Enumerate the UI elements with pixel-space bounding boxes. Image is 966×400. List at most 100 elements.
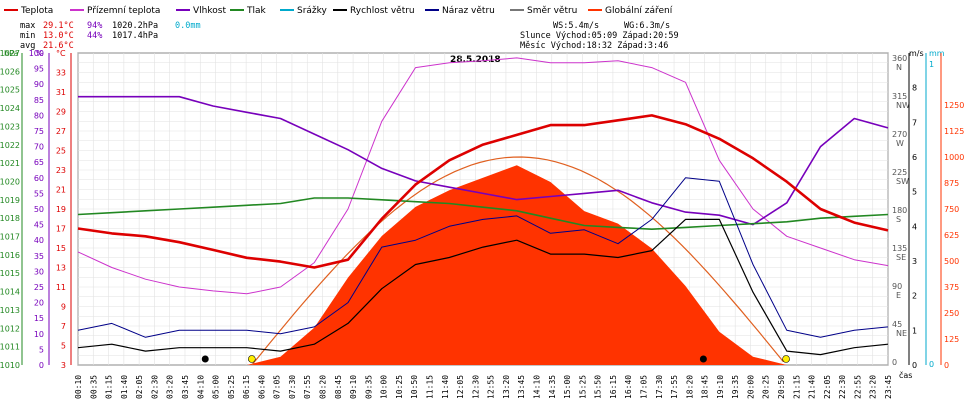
percent-tick: 65 bbox=[34, 158, 44, 167]
x-tick: 07:05 bbox=[273, 375, 282, 399]
direction-tick: 270 bbox=[892, 130, 907, 139]
percent-tick: 60 bbox=[34, 174, 44, 183]
x-tick: 23:45 bbox=[884, 375, 893, 399]
x-tick: 22:55 bbox=[853, 375, 862, 399]
hpa-tick: 1011 bbox=[0, 343, 20, 352]
direction-tick: 360 bbox=[892, 54, 907, 63]
hpa-tick: 1019 bbox=[0, 196, 20, 205]
x-tick: 08:20 bbox=[319, 375, 328, 399]
celsius-tick: 19 bbox=[56, 205, 66, 214]
radiation-tick: 375 bbox=[944, 283, 959, 292]
wind-tick: 1 bbox=[912, 326, 917, 335]
x-axis-label: čas bbox=[899, 370, 912, 380]
x-tick: 08:45 bbox=[334, 375, 343, 399]
plot-area bbox=[77, 57, 889, 366]
wind-tick: 7 bbox=[912, 118, 917, 127]
x-tick: 03:20 bbox=[166, 375, 175, 399]
celsius-tick: 13 bbox=[56, 264, 66, 273]
wind-tick: 3 bbox=[912, 257, 917, 266]
stat-avg-temp: 21.6°C bbox=[43, 41, 74, 51]
x-tick: 14:35 bbox=[548, 375, 557, 399]
x-tick: 19:35 bbox=[731, 375, 740, 399]
celsius-tick: 25 bbox=[56, 147, 66, 156]
celsius-tick: 17 bbox=[56, 225, 66, 234]
radiation-tick: 750 bbox=[944, 205, 959, 214]
legend-label-0: Teplota bbox=[20, 6, 53, 16]
x-tick: 05:00 bbox=[212, 375, 221, 399]
percent-tick: 90 bbox=[34, 80, 44, 89]
x-tick: 20:00 bbox=[746, 375, 755, 399]
x-tick: 11:40 bbox=[441, 375, 450, 399]
legend: Teplota Přízemní teplota Vlhkost Tlak Srážky… bbox=[4, 6, 673, 16]
direction-label: SW bbox=[896, 177, 909, 186]
legend-label-5: Rychlost větru bbox=[350, 6, 415, 16]
rain-axis-unit: mm bbox=[929, 49, 945, 58]
direction-label: NE bbox=[896, 329, 907, 338]
radiation-tick: 1125 bbox=[944, 127, 964, 136]
x-axis: 00:10 00:35 01:15 01:40 02:05 02:30 03:20 03:45… bbox=[74, 375, 893, 399]
x-tick: 02:05 bbox=[135, 375, 144, 399]
x-tick: 20:50 bbox=[777, 375, 786, 399]
legend-label-2: Vlhkost bbox=[193, 6, 226, 16]
celsius-tick: 7 bbox=[61, 322, 66, 331]
hpa-tick: 1016 bbox=[0, 251, 20, 260]
percent-tick: 30 bbox=[34, 267, 44, 276]
radiation-tick: 875 bbox=[944, 179, 959, 188]
radiation-tick: 0 bbox=[944, 361, 949, 370]
x-tick: 15:50 bbox=[594, 375, 603, 399]
hpa-tick: 1022 bbox=[0, 141, 20, 150]
x-tick: 01:40 bbox=[120, 375, 129, 399]
direction-label: W bbox=[896, 139, 904, 148]
x-tick: 03:45 bbox=[181, 375, 190, 399]
x-tick: 06:15 bbox=[242, 375, 251, 399]
radiation-tick: 625 bbox=[944, 231, 959, 240]
legend-label-1: Přízemní teplota bbox=[87, 6, 160, 16]
x-tick: 12:30 bbox=[471, 375, 480, 399]
percent-tick: 85 bbox=[34, 96, 44, 105]
wind-tick: 5 bbox=[912, 188, 917, 197]
x-tick: 07:55 bbox=[303, 375, 312, 399]
x-tick: 15:00 bbox=[563, 375, 572, 399]
hpa-tick: 1027 bbox=[0, 49, 20, 58]
percent-tick: 100 bbox=[29, 49, 44, 58]
percent-tick: 15 bbox=[34, 314, 44, 323]
x-tick: 17:05 bbox=[639, 375, 648, 399]
percent-axis-unit: % bbox=[36, 49, 44, 58]
hpa-tick: 1021 bbox=[0, 159, 20, 168]
celsius-tick: 29 bbox=[56, 108, 66, 117]
legend-label-6: Náraz větru bbox=[442, 6, 495, 16]
wind-speed-readout: WS:5.4m/s bbox=[553, 21, 599, 31]
hpa-tick: 1013 bbox=[0, 306, 20, 315]
radiation-tick: 250 bbox=[944, 309, 959, 318]
x-tick: 10:25 bbox=[395, 375, 404, 399]
x-tick: 22:30 bbox=[838, 375, 847, 399]
celsius-tick: 21 bbox=[56, 186, 66, 195]
radiation-tick: 1250 bbox=[944, 101, 964, 110]
hpa-tick: 1012 bbox=[0, 324, 20, 333]
celsius-tick: 27 bbox=[56, 127, 66, 136]
x-tick: 12:05 bbox=[456, 375, 465, 399]
radiation-tick: 500 bbox=[944, 257, 959, 266]
percent-tick: 50 bbox=[34, 205, 44, 214]
moonrise-marker bbox=[699, 355, 707, 363]
x-tick: 18:20 bbox=[685, 375, 694, 399]
celsius-tick: 23 bbox=[56, 166, 66, 175]
direction-tick: 90 bbox=[892, 282, 902, 291]
direction-tick: 225 bbox=[892, 168, 907, 177]
series-wind-gust bbox=[77, 177, 889, 338]
x-tick: 00:10 bbox=[74, 375, 83, 399]
percent-tick: 25 bbox=[34, 283, 44, 292]
wind-tick: 8 bbox=[912, 84, 917, 93]
x-tick: 10:50 bbox=[410, 375, 419, 399]
series-global-radiation bbox=[78, 165, 888, 365]
astro-info: WS:5.4m/s WG:6.3m/s Slunce Východ:05:09 … bbox=[520, 21, 679, 51]
x-tick: 02:30 bbox=[150, 375, 159, 399]
x-tick: 16:15 bbox=[609, 375, 618, 399]
hpa-tick: 1026 bbox=[0, 67, 20, 76]
moonset-marker bbox=[201, 355, 209, 363]
wind-tick: 4 bbox=[912, 222, 917, 231]
legend-label-8: Globální záření bbox=[605, 6, 673, 16]
hpa-tick: 1025 bbox=[0, 86, 20, 95]
celsius-axis-unit: °C bbox=[56, 49, 66, 58]
